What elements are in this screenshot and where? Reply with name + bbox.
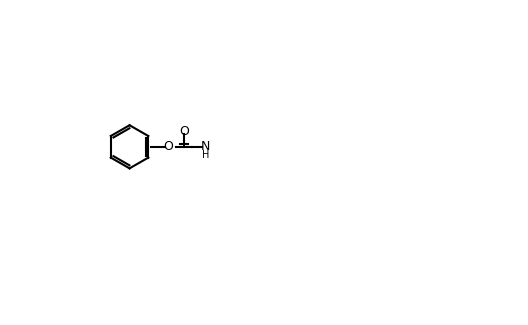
Text: N: N bbox=[201, 140, 210, 153]
Text: O: O bbox=[179, 125, 188, 138]
Text: O: O bbox=[163, 140, 173, 153]
Text: H: H bbox=[202, 150, 209, 160]
